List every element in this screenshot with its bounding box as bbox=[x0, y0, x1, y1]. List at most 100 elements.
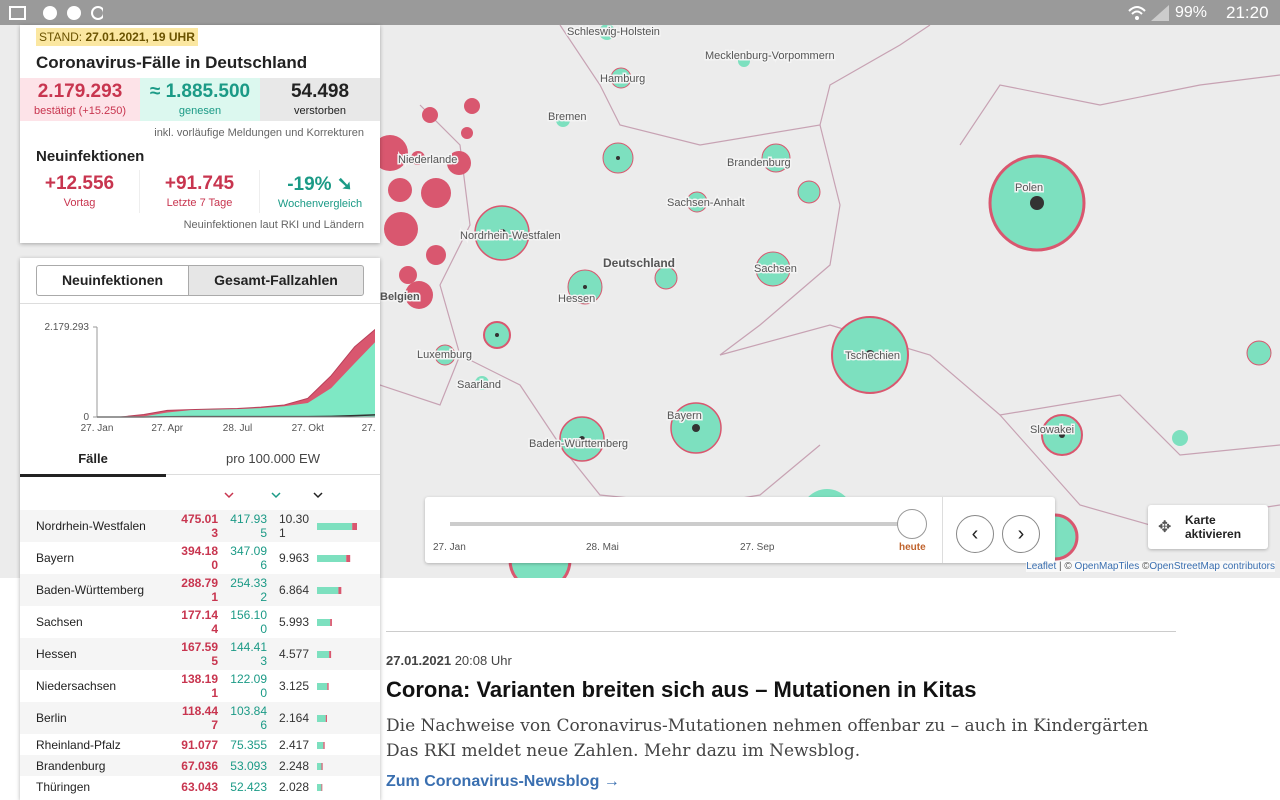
article-teaser: Die Nachweise von Coronavirus-Mutationen… bbox=[386, 716, 1149, 761]
map-label: Hessen bbox=[558, 293, 595, 305]
bar-cell bbox=[317, 619, 332, 626]
x-tick-label: 27. Jan bbox=[362, 423, 375, 434]
map-label: Bayern bbox=[667, 410, 702, 422]
bar-cell bbox=[317, 783, 323, 791]
cell: 347.096 bbox=[230, 544, 267, 572]
map-label: Belgien bbox=[380, 291, 420, 303]
attribution-text: | © bbox=[1059, 561, 1072, 572]
bar-active bbox=[323, 741, 325, 749]
bar-cell bbox=[317, 587, 342, 594]
status-icons bbox=[9, 6, 103, 20]
case-chart: 0 2.179.293 27. Jan 27. Apr 28. Jul 27. Okt 27… bbox=[45, 322, 375, 434]
status-bar: 99% 21:20 bbox=[0, 0, 1280, 25]
table-row: Thüringen 63.043 52.423 2.028 bbox=[20, 776, 380, 797]
table-row: Rheinland-Pfalz 91.077 75.355 2.417 bbox=[20, 734, 380, 755]
table-row: Sachsen 177.144 156.100 5.993 bbox=[20, 606, 380, 638]
cell: 6.864 bbox=[279, 583, 310, 597]
attribution-link[interactable]: OpenStreetMap contributors bbox=[1149, 561, 1275, 572]
cell: 2.164 bbox=[279, 711, 310, 725]
bar-recovered bbox=[317, 683, 328, 690]
table-row: Brandenburg 67.036 53.093 2.248 bbox=[20, 755, 380, 776]
new-note: Neuinfektionen laut RKI und Ländern bbox=[183, 219, 364, 231]
total-value: 2.179.293 bbox=[37, 81, 123, 102]
cell: 2.248 bbox=[279, 758, 310, 773]
attribution-link[interactable]: Leaflet bbox=[1026, 561, 1057, 572]
article-link[interactable]: Zum Coronavirus-Newsblog → bbox=[386, 773, 620, 790]
time-slider[interactable]: 27. Jan 28. Mai 27. Sep heute ‹ › bbox=[425, 497, 1055, 563]
cell: 2.028 bbox=[279, 779, 310, 794]
table-row: Berlin 118.447 103.846 2.164 bbox=[20, 702, 380, 734]
attribution: Leaflet | © OpenMapTiles ©OpenStreetMap … bbox=[1026, 561, 1275, 572]
cell: Baden-Württemberg bbox=[36, 583, 145, 597]
map-label: Sachsen-Anhalt bbox=[667, 197, 745, 209]
cell: Rheinland-Pfalz bbox=[36, 737, 121, 752]
article-time: 20:08 Uhr bbox=[454, 653, 512, 668]
total-label: bestätigt (+15.250) bbox=[33, 105, 127, 117]
slider-handle[interactable] bbox=[897, 509, 927, 539]
cell: 138.191 bbox=[181, 672, 218, 700]
x-tick-label: 28. Jul bbox=[223, 423, 252, 434]
cell: Sachsen bbox=[36, 615, 83, 629]
chart-panel: Neuinfektionen Gesamt-Fallzahlen 0 2.179.… bbox=[20, 258, 380, 800]
new-value: +91.745 bbox=[164, 173, 235, 194]
map-label: Hamburg bbox=[600, 73, 645, 85]
bar-recovered bbox=[317, 783, 322, 791]
prev-button[interactable]: ‹ bbox=[956, 515, 994, 553]
cell: 144.413 bbox=[230, 640, 267, 668]
bar-active bbox=[346, 555, 351, 562]
sort-icons bbox=[224, 492, 323, 499]
cell: Thüringen bbox=[36, 779, 91, 794]
bar-active bbox=[321, 762, 323, 770]
total-label: genesen bbox=[178, 105, 222, 117]
divider bbox=[20, 303, 380, 304]
activate-map[interactable]: ✥ Karte aktivieren bbox=[1148, 505, 1268, 549]
table-row: Niedersachsen 138.191 122.090 3.125 bbox=[20, 670, 380, 702]
cell: Nordrhein-Westfalen bbox=[36, 519, 146, 533]
table-row: Hessen 167.595 144.413 4.577 bbox=[20, 638, 380, 670]
slider-label: heute bbox=[899, 542, 926, 553]
map-label: Baden-Württemberg bbox=[529, 438, 628, 450]
article-headline[interactable]: Corona: Varianten breiten sich aus – Mut… bbox=[386, 677, 977, 702]
cell: 288.791 bbox=[181, 576, 218, 604]
trend-arrow: ➘ bbox=[336, 174, 353, 195]
divider bbox=[386, 631, 1176, 632]
attribution-text: © bbox=[1142, 561, 1150, 572]
cell: 103.846 bbox=[230, 704, 267, 732]
attribution-link[interactable]: OpenMapTiles bbox=[1074, 561, 1140, 572]
sub-tab[interactable]: pro 100.000 EW bbox=[166, 451, 380, 475]
tab-active[interactable]: Gesamt-Fallzahlen bbox=[188, 265, 364, 296]
map-label: Brandenburg bbox=[727, 157, 791, 169]
bar-cell bbox=[317, 683, 329, 690]
cell: 5.993 bbox=[279, 615, 310, 629]
new-stat: -19% ➘ Wochenvergleich bbox=[260, 170, 380, 213]
cell: 63.043 bbox=[181, 779, 218, 794]
sub-tab-active[interactable]: Fälle bbox=[20, 451, 166, 477]
map-label: Luxemburg bbox=[417, 349, 472, 361]
bar-recovered bbox=[317, 762, 322, 770]
total-deaths: 54.498 verstorben bbox=[260, 78, 380, 121]
cell: 254.332 bbox=[230, 576, 267, 604]
new-label: Letzte 7 Tage bbox=[166, 197, 233, 209]
slider-label: 27. Jan bbox=[433, 542, 466, 553]
map-label: Slowakei bbox=[1030, 424, 1074, 436]
stand-date: 27.01.2021, 19 UHR bbox=[85, 30, 195, 44]
stand-label: STAND: bbox=[39, 30, 83, 44]
bar-active bbox=[330, 619, 332, 626]
bar-active bbox=[329, 651, 332, 658]
next-button[interactable]: › bbox=[1002, 515, 1040, 553]
bar-cell bbox=[317, 555, 351, 562]
cell: 2.417 bbox=[279, 737, 310, 752]
clock: 21:20 bbox=[1226, 3, 1269, 22]
table-row: Bayern 394.180 347.096 9.963 bbox=[20, 542, 380, 574]
slider-label: 28. Mai bbox=[586, 542, 619, 553]
cell: 10.301 bbox=[279, 512, 310, 540]
cell: 67.036 bbox=[181, 758, 218, 773]
divider bbox=[942, 497, 943, 563]
map-labels: Schleswig-Holstein Mecklenburg-Vorpommern… bbox=[379, 25, 1076, 452]
map-label: Bremen bbox=[548, 111, 587, 123]
section-title: Neuinfektionen bbox=[36, 148, 145, 165]
new-label: Vortag bbox=[63, 197, 96, 209]
cell: Berlin bbox=[36, 711, 67, 725]
bar-recovered bbox=[317, 651, 330, 658]
tab[interactable]: Neuinfektionen bbox=[36, 265, 189, 296]
